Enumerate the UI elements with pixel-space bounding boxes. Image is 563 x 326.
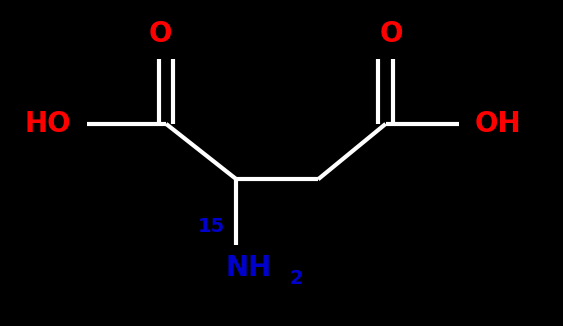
Text: O: O — [379, 20, 403, 48]
Text: O: O — [149, 20, 172, 48]
Text: NH: NH — [225, 254, 271, 282]
Text: 2: 2 — [290, 269, 303, 288]
Text: OH: OH — [475, 110, 521, 138]
Text: 15: 15 — [198, 217, 225, 236]
Text: HO: HO — [25, 110, 71, 138]
